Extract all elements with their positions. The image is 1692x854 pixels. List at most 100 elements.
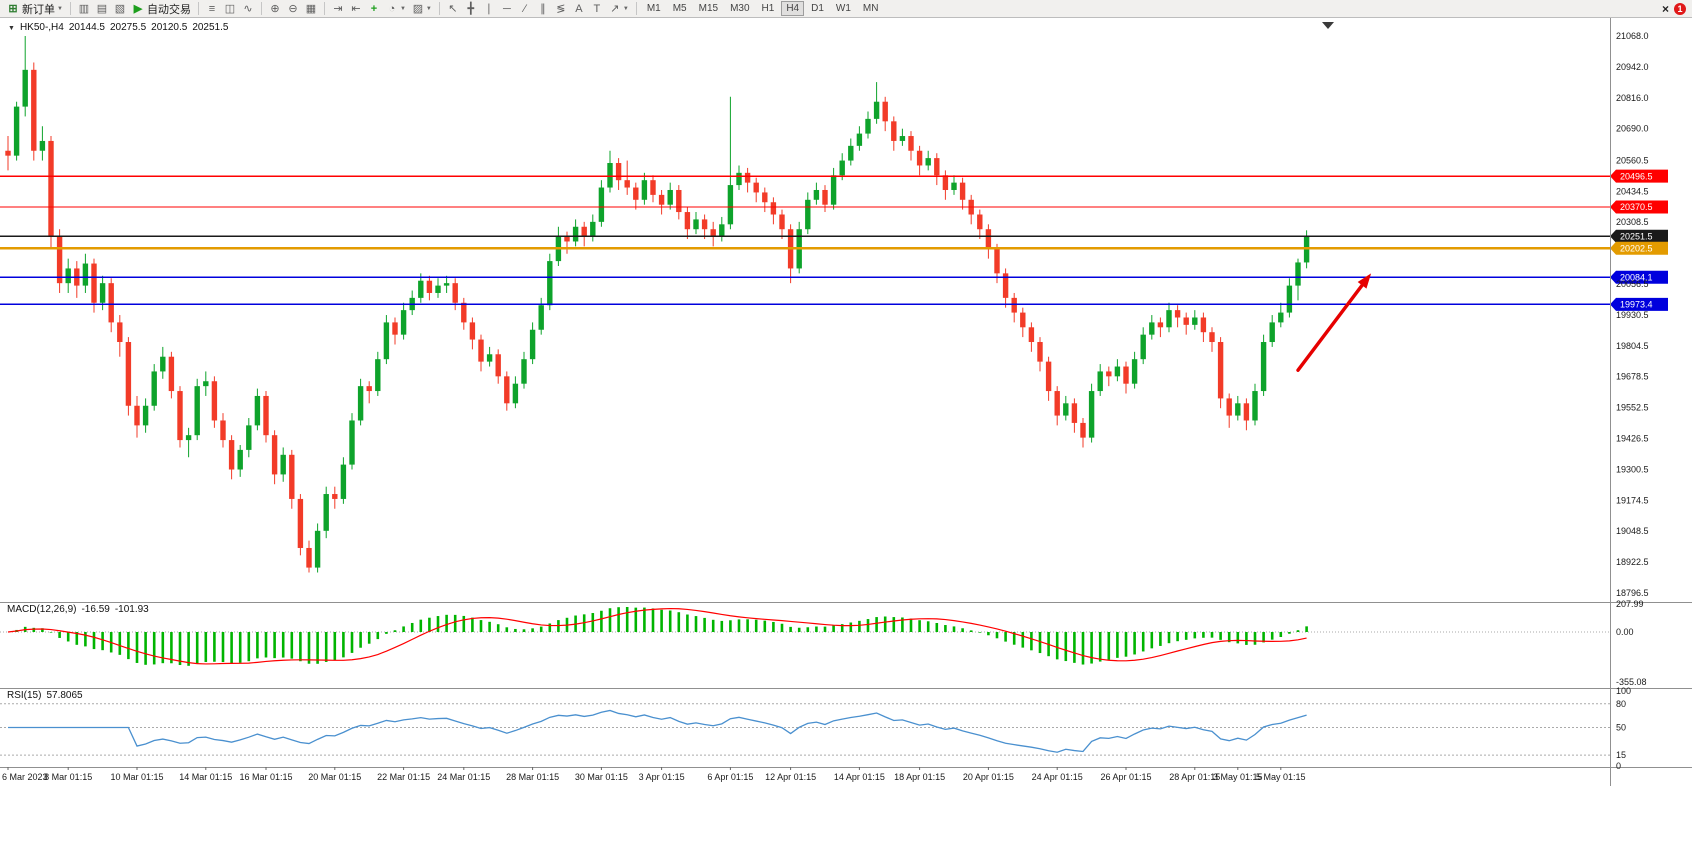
candle-body xyxy=(151,371,157,406)
bar-chart-icon-glyph: ≡ xyxy=(208,2,216,15)
price-badge xyxy=(1610,241,1668,255)
price-badge xyxy=(1610,169,1668,183)
trend-arrow-annotation[interactable] xyxy=(1296,273,1372,372)
vertical-line-icon-glyph: ∣ xyxy=(486,2,492,15)
tile-windows-icon-glyph: ▦ xyxy=(305,2,317,15)
line-chart-icon[interactable]: ∿ xyxy=(239,1,257,17)
candle-body xyxy=(254,395,261,426)
price-axis-tick: 18796.5 xyxy=(1616,588,1649,598)
candle-body xyxy=(48,140,54,237)
price-badge xyxy=(1610,200,1668,214)
cursor-icon[interactable]: ↖ xyxy=(444,1,462,17)
chart-shift-marker[interactable] xyxy=(1322,22,1334,29)
timeframe-h1-button[interactable]: H1 xyxy=(761,3,775,14)
timeframe-m5-button[interactable]: M5 xyxy=(672,3,687,14)
horizontal-line-icon[interactable]: ─ xyxy=(498,1,516,17)
chart-ohlc-title: ▼ HK50-,H4 20144.5 20275.5 20120.5 20251.5 xyxy=(8,22,233,33)
rsi-axis-tick: 0 xyxy=(1616,761,1621,771)
price-badge-label: 19973.4 xyxy=(1620,300,1653,310)
timeframe-mn-button[interactable]: MN xyxy=(862,3,879,14)
templates-icon-glyph: ▨ xyxy=(412,2,424,15)
auto-scroll-icon[interactable]: ⇥ xyxy=(329,1,347,17)
candle-body xyxy=(435,285,441,293)
candle-body xyxy=(65,268,71,284)
tile-windows-icon[interactable]: ▦ xyxy=(302,1,320,17)
trendline-icon-glyph: ∕ xyxy=(523,2,526,15)
zoom-in-icon[interactable]: ⊕ xyxy=(266,1,284,17)
line-chart-icon-glyph: ∿ xyxy=(243,2,253,15)
text-icon[interactable]: A xyxy=(570,1,588,17)
new-order-button[interactable]: ⊞ 新订单 ▼ xyxy=(4,1,66,17)
rsi-indicator-label: RSI(15) 57.8065 xyxy=(7,690,88,701)
timeframe-h4-button[interactable]: H4 xyxy=(781,1,805,16)
bar-low-value: 20120.5 xyxy=(151,22,188,33)
toolbar-separator xyxy=(438,2,440,15)
candle-body xyxy=(1243,403,1250,421)
candle-body xyxy=(667,189,673,205)
channel-icon[interactable]: ∥ xyxy=(534,1,552,17)
bar-chart-icon[interactable]: ≡ xyxy=(203,1,221,17)
toolbar-separator xyxy=(323,2,325,15)
notification-badge[interactable]: 1 xyxy=(1674,2,1686,15)
time-axis-label: 6 Apr 01:15 xyxy=(707,772,753,782)
candle-body xyxy=(830,175,837,205)
price-badge xyxy=(1610,270,1668,284)
close-icon[interactable]: × xyxy=(1661,1,1669,16)
trendline-icon[interactable]: ∕ xyxy=(516,1,534,17)
candle-body xyxy=(168,356,175,392)
candle-body xyxy=(615,163,622,181)
chart-shift-icon[interactable]: ⇤ xyxy=(347,1,365,17)
candle-body xyxy=(1200,317,1207,333)
price-badge-label: 20496.5 xyxy=(1620,171,1653,181)
candle-body xyxy=(5,150,11,156)
fibonacci-icon[interactable]: ≶ xyxy=(552,1,570,17)
market-watch-icon[interactable]: ▥ xyxy=(75,1,93,17)
candle-body xyxy=(994,248,1000,274)
navigator-panel-icon-glyph: ▧ xyxy=(114,2,126,15)
zoom-out-icon[interactable]: ⊖ xyxy=(284,1,302,17)
vertical-line-icon[interactable]: ∣ xyxy=(480,1,498,17)
candle-body xyxy=(736,172,742,186)
candle-body xyxy=(865,118,871,134)
periods-icon[interactable]: ◔ ▼ xyxy=(383,1,409,17)
candle-body xyxy=(426,280,433,293)
timeframe-m15-button[interactable]: M15 xyxy=(698,3,719,14)
crosshair-icon[interactable]: ╋ xyxy=(462,1,480,17)
rsi-line xyxy=(8,709,1307,753)
navigator-panel-icon[interactable]: ▧ xyxy=(111,1,129,17)
collapse-arrow-icon[interactable]: ▼ xyxy=(8,25,15,32)
candlestick-chart-icon[interactable]: ◫ xyxy=(221,1,239,17)
toolbar-separator xyxy=(69,2,71,15)
auto-trading-button[interactable]: ▶ 自动交易 xyxy=(129,1,194,17)
candle-body xyxy=(744,172,751,183)
price-badge-label: 20202.5 xyxy=(1620,243,1653,253)
candle-body xyxy=(1037,342,1043,362)
macd-indicator-label: MACD(12,26,9) -16.59 -101.93 xyxy=(7,604,154,615)
chart-canvas[interactable]: 20496.5 20370.5 20251.5 20202.5 20084.1 19973… xyxy=(0,18,1692,849)
timeframe-w1-button[interactable]: W1 xyxy=(835,3,851,14)
candle-body xyxy=(624,180,630,188)
candle-body xyxy=(297,498,304,548)
label-icon[interactable]: T xyxy=(588,1,606,17)
templates-icon[interactable]: ▨ ▼ xyxy=(409,1,435,17)
time-axis-label: 14 Apr 01:15 xyxy=(834,772,885,782)
timeframe-d1-button[interactable]: D1 xyxy=(811,3,824,14)
indicators-icon[interactable]: + xyxy=(365,1,383,17)
price-axis-tick: 20056.5 xyxy=(1616,279,1649,289)
bar-open-value: 20144.5 xyxy=(68,22,105,33)
candle-body xyxy=(951,182,957,190)
timeframe-m1-button[interactable]: M1 xyxy=(646,3,661,14)
candle-body xyxy=(1131,359,1138,384)
price-axis-tick: 19048.5 xyxy=(1616,526,1649,536)
candle-body xyxy=(478,339,484,362)
data-window-icon[interactable]: ▤ xyxy=(93,1,111,17)
candle-body xyxy=(31,69,37,151)
candle-body xyxy=(1063,403,1069,416)
candle-body xyxy=(1106,371,1112,377)
candle-body xyxy=(142,405,149,426)
timeframe-m30-button[interactable]: M30 xyxy=(730,3,750,14)
arrows-icon[interactable]: ↗ ▼ xyxy=(606,1,632,17)
channel-icon-glyph: ∥ xyxy=(540,2,546,15)
bar-close-value: 20251.5 xyxy=(192,22,229,33)
